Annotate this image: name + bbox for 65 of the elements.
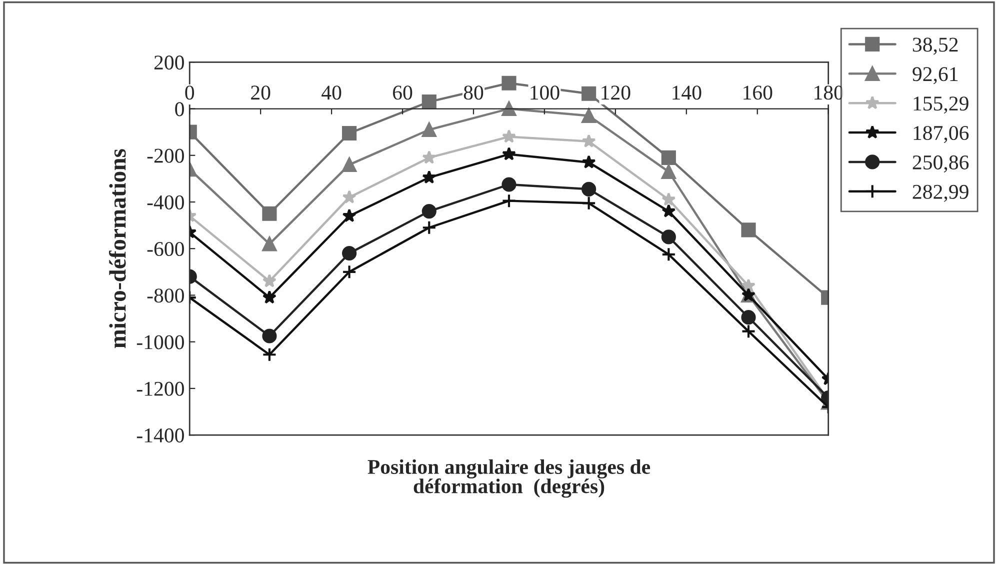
y-tick-label: -1200 <box>136 382 184 396</box>
point <box>422 204 436 219</box>
x-tick-label: 0 <box>185 86 194 100</box>
point <box>342 126 357 141</box>
point <box>422 122 436 138</box>
point <box>342 208 356 222</box>
point <box>661 164 676 179</box>
legend-label: 282,99 <box>912 184 968 202</box>
point <box>502 129 516 143</box>
x-tick-label: 20 <box>251 86 270 100</box>
point <box>262 274 276 288</box>
x-tick-label: 140 <box>672 86 702 100</box>
point <box>741 222 756 238</box>
point <box>342 190 356 204</box>
point <box>342 246 357 261</box>
point <box>502 76 516 90</box>
y-tick-label: -1000 <box>136 335 184 350</box>
point <box>661 150 676 165</box>
point <box>582 108 596 124</box>
point <box>422 220 436 235</box>
point <box>262 290 276 304</box>
point <box>582 196 596 210</box>
point <box>582 182 596 196</box>
y-tick-label: 0 <box>175 102 184 116</box>
point <box>741 310 756 325</box>
y-tick-label: -800 <box>147 288 184 303</box>
point <box>662 204 676 218</box>
x-axis-title: Position angulaire des jauges de déformation (degrés) <box>368 459 650 498</box>
point <box>342 264 357 280</box>
point <box>582 86 596 101</box>
point <box>582 134 596 148</box>
y-tick-label: -1400 <box>136 428 184 442</box>
point <box>502 101 516 116</box>
legend-label: 187,06 <box>914 126 969 144</box>
x-tick-label: 120 <box>602 86 630 100</box>
point <box>502 194 516 208</box>
x-tick-label: 60 <box>393 86 412 100</box>
point <box>342 157 357 172</box>
point <box>662 192 676 206</box>
point <box>582 155 596 168</box>
legend-label: 155,29 <box>914 96 968 114</box>
x-tick-label: 160 <box>744 86 772 100</box>
point <box>741 324 756 339</box>
point <box>661 230 676 244</box>
y-tick-label: -200 <box>147 148 184 163</box>
x-tick-label: 40 <box>322 86 342 100</box>
legend-label: 92,61 <box>912 67 958 84</box>
y-tick-label: -400 <box>147 195 184 210</box>
point <box>262 206 277 221</box>
legend-label: 250,86 <box>912 155 969 172</box>
point <box>502 146 516 160</box>
y-tick-label: 200 <box>154 56 184 70</box>
y-tick-label: -600 <box>147 242 184 256</box>
point <box>422 94 436 110</box>
point <box>262 328 277 344</box>
point <box>262 347 277 362</box>
point <box>502 177 516 192</box>
point <box>422 150 436 164</box>
x-tick-label: 80 <box>464 86 484 100</box>
y-axis-title: micro-déformations <box>108 149 126 348</box>
point <box>661 247 676 262</box>
point <box>422 170 436 184</box>
x-tick-label: 100 <box>530 86 560 100</box>
legend-label: 38,52 <box>912 38 958 55</box>
point <box>262 236 277 252</box>
